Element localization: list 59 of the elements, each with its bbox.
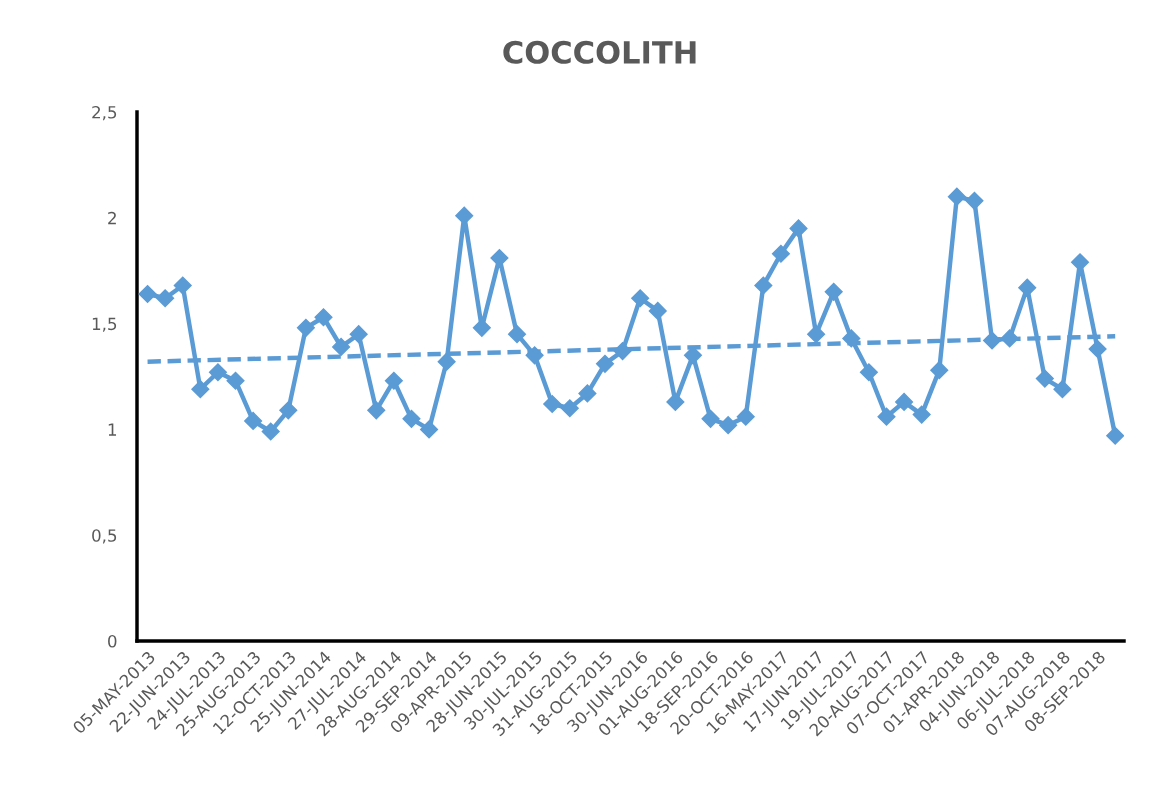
- point: [719, 416, 738, 435]
- point: [455, 206, 474, 225]
- point: [156, 289, 175, 308]
- point: [261, 422, 280, 441]
- point: [367, 401, 386, 420]
- y-tick-label: 0,5: [92, 529, 117, 544]
- point: [208, 363, 227, 382]
- point: [648, 301, 667, 320]
- point: [437, 352, 456, 371]
- y-tick-label: 1: [108, 423, 117, 436]
- point: [595, 354, 615, 373]
- point: [842, 329, 861, 348]
- point: [402, 409, 421, 428]
- point: [701, 409, 720, 428]
- y-tick-label: 0: [108, 634, 117, 648]
- y-tick-label: 1,5: [92, 317, 117, 332]
- point: [173, 276, 192, 295]
- point: [384, 371, 403, 390]
- point: [912, 405, 931, 424]
- point: [191, 380, 210, 399]
- point: [631, 289, 650, 308]
- point: [1053, 380, 1072, 399]
- chart-title: COCCOLITH: [503, 40, 696, 64]
- point: [666, 392, 685, 411]
- point: [226, 371, 245, 390]
- point: [420, 420, 439, 439]
- point: [965, 191, 984, 210]
- point: [736, 407, 755, 426]
- point: [1070, 253, 1090, 272]
- point: [314, 308, 333, 327]
- point: [507, 325, 527, 344]
- point: [279, 401, 298, 420]
- point: [824, 282, 843, 301]
- point: [807, 325, 826, 344]
- point: [754, 276, 773, 295]
- point: [244, 411, 263, 430]
- point: [543, 394, 562, 414]
- point: [525, 346, 544, 365]
- point: [1088, 339, 1107, 359]
- point: [947, 187, 966, 206]
- point: [1000, 329, 1019, 348]
- point: [895, 392, 914, 411]
- point: [560, 399, 579, 418]
- y-tick-label: 2: [108, 211, 116, 225]
- point: [877, 407, 896, 426]
- point: [859, 363, 878, 382]
- point: [1106, 426, 1124, 445]
- point: [789, 219, 808, 238]
- point: [771, 244, 790, 263]
- point: [578, 384, 597, 403]
- point: [296, 318, 315, 337]
- point: [983, 331, 1002, 350]
- point: [138, 284, 157, 304]
- y-tick-label: 2,5: [92, 105, 117, 121]
- point: [332, 337, 351, 356]
- point: [930, 361, 949, 380]
- point: [349, 325, 368, 344]
- point: [613, 342, 632, 361]
- point: [1035, 369, 1054, 388]
